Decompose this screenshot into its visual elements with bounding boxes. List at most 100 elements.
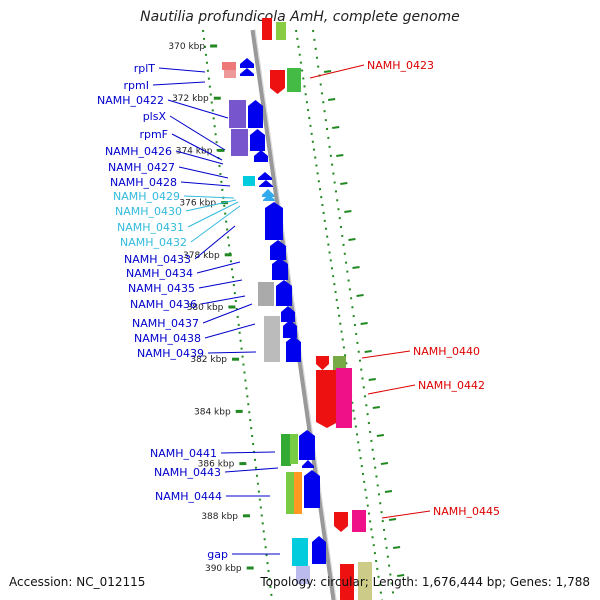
accession-text: Accession: NC_012115	[9, 575, 146, 589]
gene-arrow	[312, 536, 326, 564]
gene-arrow	[302, 460, 314, 468]
scale-tick-label: 378 kbp	[183, 251, 220, 261]
gene-block	[294, 472, 302, 514]
gene-block	[333, 356, 346, 370]
gene-block	[222, 62, 236, 70]
gene-label-left: gap	[207, 548, 228, 561]
track-dash	[384, 490, 393, 493]
gene-block	[264, 316, 280, 362]
gene-block	[287, 68, 301, 92]
gene-leader-line	[152, 81, 206, 86]
scale-tick-label: 374 kbp	[176, 146, 213, 156]
gene-leader-line	[158, 67, 206, 73]
gene-arrow	[316, 370, 338, 428]
gene-arrow	[286, 336, 301, 362]
gene-block	[358, 562, 372, 600]
scale-tick-label: 376 kbp	[179, 199, 216, 209]
gene-block	[258, 282, 274, 306]
gene-label-left: NAMH_0426	[105, 145, 172, 158]
gene-label-right: NAMH_0440	[413, 345, 480, 358]
gene-arrow	[248, 100, 263, 128]
gene-arrow	[299, 430, 315, 460]
gene-label-left: NAMH_0437	[132, 317, 199, 330]
gene-arrow	[281, 306, 295, 322]
map-title: Nautilia profundicola AmH, complete geno…	[140, 9, 460, 25]
gene-label-left: NAMH_0443	[154, 466, 221, 479]
gene-leader-line	[183, 195, 235, 199]
gene-arrow	[316, 356, 329, 370]
gene-leader-line	[361, 350, 411, 359]
gene-arrow	[270, 240, 286, 260]
gene-label-left: NAMH_0441	[150, 447, 217, 460]
gene-leader-line	[169, 115, 226, 151]
gene-block	[352, 510, 366, 532]
scale-tick-label: 384 kbp	[194, 407, 231, 417]
gene-block	[296, 566, 310, 584]
gene-block	[292, 538, 308, 566]
gene-arrow	[250, 129, 265, 151]
gene-arrow	[334, 512, 348, 532]
track-dash	[360, 322, 368, 325]
gene-block	[262, 18, 272, 40]
gene-label-left: NAMH_0432	[120, 236, 187, 249]
gene-label-left: NAMH_0434	[126, 267, 193, 280]
gene-label-left: NAMH_0439	[137, 347, 204, 360]
track-dash	[397, 574, 405, 577]
track-dash	[328, 98, 336, 101]
gene-arrow	[272, 258, 288, 280]
gene-label-left: rplT	[134, 62, 156, 75]
gene-leader-line	[224, 467, 279, 473]
track-dash	[392, 546, 401, 549]
scale-tick-label: 372 kbp	[172, 94, 209, 104]
gene-arrow	[276, 280, 292, 306]
track-dash	[332, 126, 340, 129]
gene-label-left: NAMH_0428	[110, 176, 177, 189]
gene-leader-line	[367, 384, 416, 395]
gene-leader-line	[207, 351, 257, 354]
scale-tick-label: 370 kbp	[168, 42, 205, 52]
gene-leader-line	[220, 451, 276, 454]
scale-tick-label: 390 kbp	[205, 564, 242, 574]
gene-label-left: NAMH_0433	[124, 253, 191, 266]
gene-label-left: NAMH_0422	[97, 94, 164, 107]
topology-text: Topology: circular; Length: 1,676,444 bp…	[260, 575, 590, 589]
gene-leader-line	[180, 181, 231, 187]
gene-label-left: NAMH_0430	[115, 205, 182, 218]
gene-label-left: plsX	[143, 110, 167, 123]
gene-arrow	[254, 150, 268, 162]
gene-leader-line	[196, 261, 241, 274]
track-dash	[380, 462, 389, 465]
gene-block	[340, 564, 354, 600]
scale-tick-label: 382 kbp	[190, 355, 227, 365]
gene-block	[336, 368, 352, 428]
gene-label-right: NAMH_0423	[367, 59, 434, 72]
gene-arrow	[240, 58, 254, 68]
scale-tick-label: 380 kbp	[187, 303, 224, 313]
scale-tick-label: 386 kbp	[198, 460, 235, 470]
gene-block	[276, 22, 286, 40]
gene-block	[243, 176, 255, 186]
gene-label-right: NAMH_0442	[418, 379, 485, 392]
track-dash	[336, 154, 344, 157]
gene-label-left: rpmF	[139, 128, 168, 141]
gene-label-right: NAMH_0445	[433, 505, 500, 518]
gene-leader-line	[167, 99, 229, 119]
gene-leader-line	[178, 166, 229, 179]
gene-block	[224, 70, 236, 78]
gene-arrow	[259, 180, 273, 187]
gene-label-left: NAMH_0429	[113, 190, 180, 203]
gene-arrow	[265, 202, 283, 240]
gene-label-left: NAMH_0444	[155, 490, 222, 503]
gene-arrow	[304, 470, 320, 508]
gene-arrow	[262, 189, 274, 197]
track-dash	[364, 350, 372, 353]
gene-block	[229, 100, 246, 128]
gene-arrow	[270, 70, 285, 94]
gene-arrow	[240, 68, 254, 76]
gene-leader-line	[194, 225, 236, 260]
gene-leader-line	[190, 205, 241, 243]
track-dash	[348, 238, 356, 241]
gene-arrow	[258, 172, 272, 180]
